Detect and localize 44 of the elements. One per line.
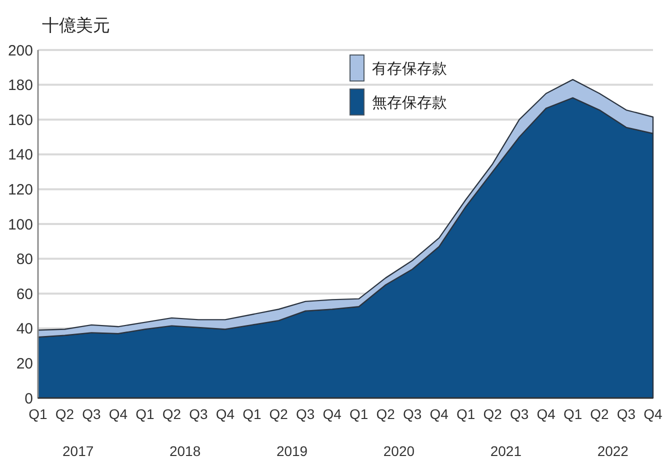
x-tick-label: Q1	[456, 406, 476, 422]
text: 2022	[597, 443, 629, 459]
y-tick-label: 180	[8, 77, 33, 94]
x-tick-label: Q2	[162, 406, 182, 422]
x-tick-label: Q1	[563, 406, 582, 422]
y-tick-label: 160	[8, 112, 33, 129]
legend-label: 無存保存款	[372, 93, 447, 112]
x-tick-label: Q2	[376, 406, 396, 422]
y-axis-title: 十億美元	[42, 16, 110, 36]
y-tick-label: 0	[24, 390, 33, 408]
y-tick-label: 40	[16, 320, 33, 338]
y-tick-label: 120	[8, 181, 33, 198]
text: 2018	[169, 443, 201, 459]
x-tick-label: Q2	[590, 406, 610, 422]
x-tick-label: Q4	[108, 406, 128, 422]
y-tick-label: 20	[16, 355, 33, 372]
y-tick-label: 140	[8, 146, 33, 164]
text: 2019	[276, 443, 308, 459]
x-tick-label: Q3	[403, 406, 422, 422]
x-tick-label: Q1	[242, 406, 262, 422]
x-tick-label: Q3	[189, 406, 208, 422]
y-tick-label: 200	[8, 42, 33, 60]
x-tick-label: Q3	[510, 406, 529, 422]
y-tick-label: 80	[16, 251, 33, 268]
x-tick-label: Q1	[136, 406, 154, 422]
x-tick-label: Q4	[644, 406, 663, 422]
x-tick-label: Q3	[616, 406, 636, 422]
text: 2017	[62, 443, 94, 459]
x-tick-label: Q2	[269, 406, 288, 422]
x-tick-label: Q4	[536, 406, 556, 422]
x-tick-label: Q2	[483, 406, 502, 422]
x-tick-label: Q4	[322, 406, 342, 422]
y-tick-label: 60	[16, 286, 33, 303]
legend-label: 有存保存款	[372, 59, 447, 78]
text: 2021	[490, 443, 522, 459]
x-tick-label: Q4	[216, 406, 235, 422]
text: 2020	[383, 443, 415, 459]
x-tick-label: Q2	[55, 406, 74, 422]
x-tick-label: Q4	[430, 406, 449, 422]
x-tick-label: Q1	[28, 406, 48, 422]
x-tick-label: Q3	[82, 406, 102, 422]
x-tick-label: Q3	[296, 406, 315, 422]
y-tick-label: 100	[8, 216, 33, 234]
x-tick-label: Q1	[350, 406, 368, 422]
